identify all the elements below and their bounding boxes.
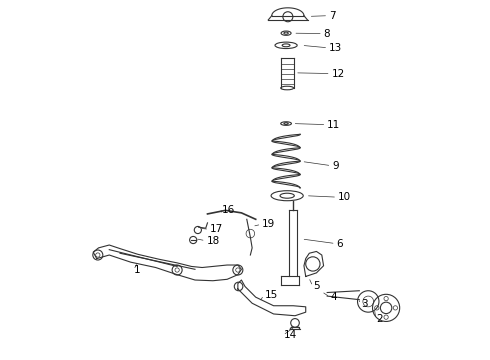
- Text: 18: 18: [206, 236, 220, 246]
- Text: 2: 2: [376, 314, 383, 324]
- Text: 16: 16: [222, 205, 235, 215]
- Text: 13: 13: [329, 43, 342, 53]
- Text: 6: 6: [337, 239, 343, 249]
- Text: 8: 8: [323, 28, 330, 39]
- Text: 10: 10: [338, 192, 351, 202]
- Text: 12: 12: [331, 68, 344, 78]
- Text: 9: 9: [332, 161, 339, 171]
- Text: 14: 14: [284, 330, 297, 341]
- Text: 3: 3: [362, 299, 368, 309]
- Text: 1: 1: [134, 265, 141, 275]
- Text: 17: 17: [210, 224, 223, 234]
- Text: 11: 11: [327, 120, 341, 130]
- Text: 4: 4: [331, 292, 337, 302]
- Text: 19: 19: [262, 219, 275, 229]
- Text: 15: 15: [265, 290, 278, 300]
- Text: 7: 7: [329, 11, 336, 21]
- Text: 5: 5: [314, 282, 320, 292]
